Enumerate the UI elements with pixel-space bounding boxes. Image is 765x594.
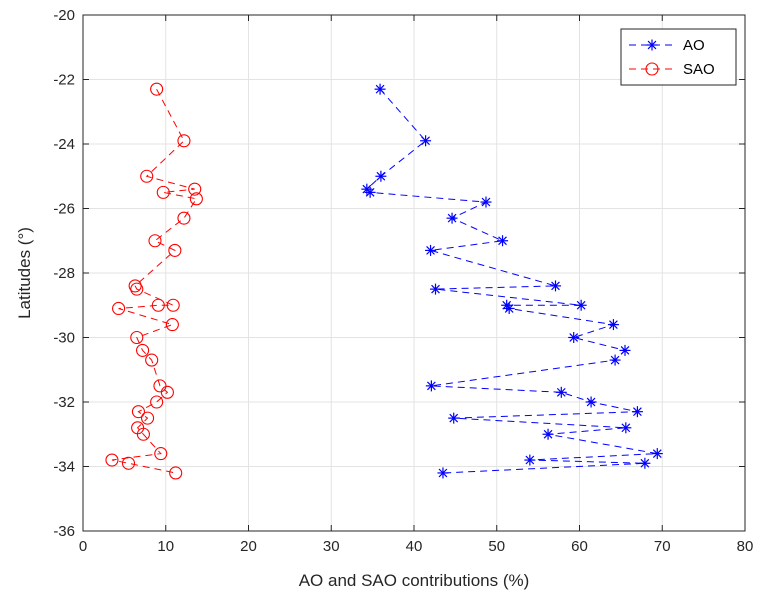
series-layer [105,82,663,480]
legend-item-ao: AO [629,37,705,54]
data-point-sao [131,405,145,419]
legend-label-ao: AO [683,37,705,54]
y-tick-label: -28 [53,265,75,282]
data-point-sao [128,279,142,293]
x-tick-label: 80 [737,538,754,555]
data-point-ao [585,396,597,408]
data-point-ao [639,457,651,469]
data-point-ao [480,196,492,208]
data-point-ao [575,299,587,311]
data-point-ao [542,428,554,440]
data-point-sao [136,427,150,441]
data-point-sao [166,298,180,312]
y-tick-label: -22 [53,72,75,89]
series-sao [105,82,203,480]
data-point-ao [446,212,458,224]
x-tick-label: 50 [488,538,505,555]
data-point-ao [568,332,580,343]
y-tick-label: -34 [53,459,75,476]
data-point-ao [609,354,621,366]
legend: AO SAO [620,28,737,86]
x-tick-label: 60 [571,538,588,555]
data-point-ao [619,344,631,356]
data-point-ao [375,170,387,182]
data-point-sao [151,298,165,312]
data-point-sao [150,82,164,96]
legend-item-sao: SAO [629,61,715,78]
data-point-ao [555,386,567,398]
x-tick-label: 20 [240,538,257,555]
y-axis-label: Latitudes (°) [15,227,34,319]
data-point-sao [105,453,119,467]
data-point-sao [168,243,182,257]
data-point-ao [430,283,442,295]
data-point-ao [607,319,619,331]
data-point-sao [153,379,167,393]
data-point-sao [160,385,174,399]
data-point-sao [121,456,136,470]
data-point-sao [140,169,154,183]
data-point-ao [550,280,562,292]
data-point-sao [154,447,168,461]
data-point-sao [177,134,191,148]
x-tick-label: 0 [79,538,87,555]
legend-box [620,28,737,86]
data-point-sao [130,330,144,345]
data-point-ao [448,412,460,424]
data-point-sao [188,182,202,196]
x-tick-label: 30 [323,538,340,555]
x-tick-label: 70 [654,538,671,555]
data-point-sao [189,192,203,206]
data-point-ao [631,406,643,418]
legend-marker-ao [646,39,658,51]
legend-label-sao: SAO [683,61,715,78]
data-point-ao [524,454,536,466]
data-point-sao [156,185,170,199]
series-ao [361,83,663,479]
x-axis-label: AO and SAO contributions (%) [299,571,530,590]
data-point-sao [136,343,150,357]
data-point-sao [169,466,183,480]
x-tick-label: 40 [406,538,423,555]
data-point-sao [177,211,191,225]
x-tick-label: 10 [157,538,174,555]
data-point-ao [425,244,437,256]
data-point-ao [503,302,515,314]
data-point-sao [140,411,155,425]
data-point-sao [145,353,159,367]
data-point-ao [620,422,632,434]
data-point-ao [374,83,386,95]
data-point-ao [497,235,509,247]
data-point-ao [437,467,449,479]
legend-marker-sao [645,62,659,76]
data-point-ao [420,135,432,147]
data-point-ao [651,448,663,460]
y-tick-label: -26 [53,201,75,218]
data-point-sao [150,395,164,409]
data-point-sao [130,282,144,296]
ticks: 0 10 20 30 40 50 60 70 80 -36 -34 -32 -30 -28 -26 -24 -2… [53,7,753,555]
y-tick-label: -30 [53,330,75,347]
data-point-sao [165,318,179,332]
data-point-sao [148,234,162,248]
y-tick-label: -20 [53,7,75,24]
y-tick-label: -24 [53,136,75,153]
data-point-sao [112,301,126,316]
data-point-ao [425,380,437,392]
data-point-ao [364,186,376,198]
y-tick-label: -36 [53,523,75,540]
y-tick-label: -32 [53,394,75,411]
